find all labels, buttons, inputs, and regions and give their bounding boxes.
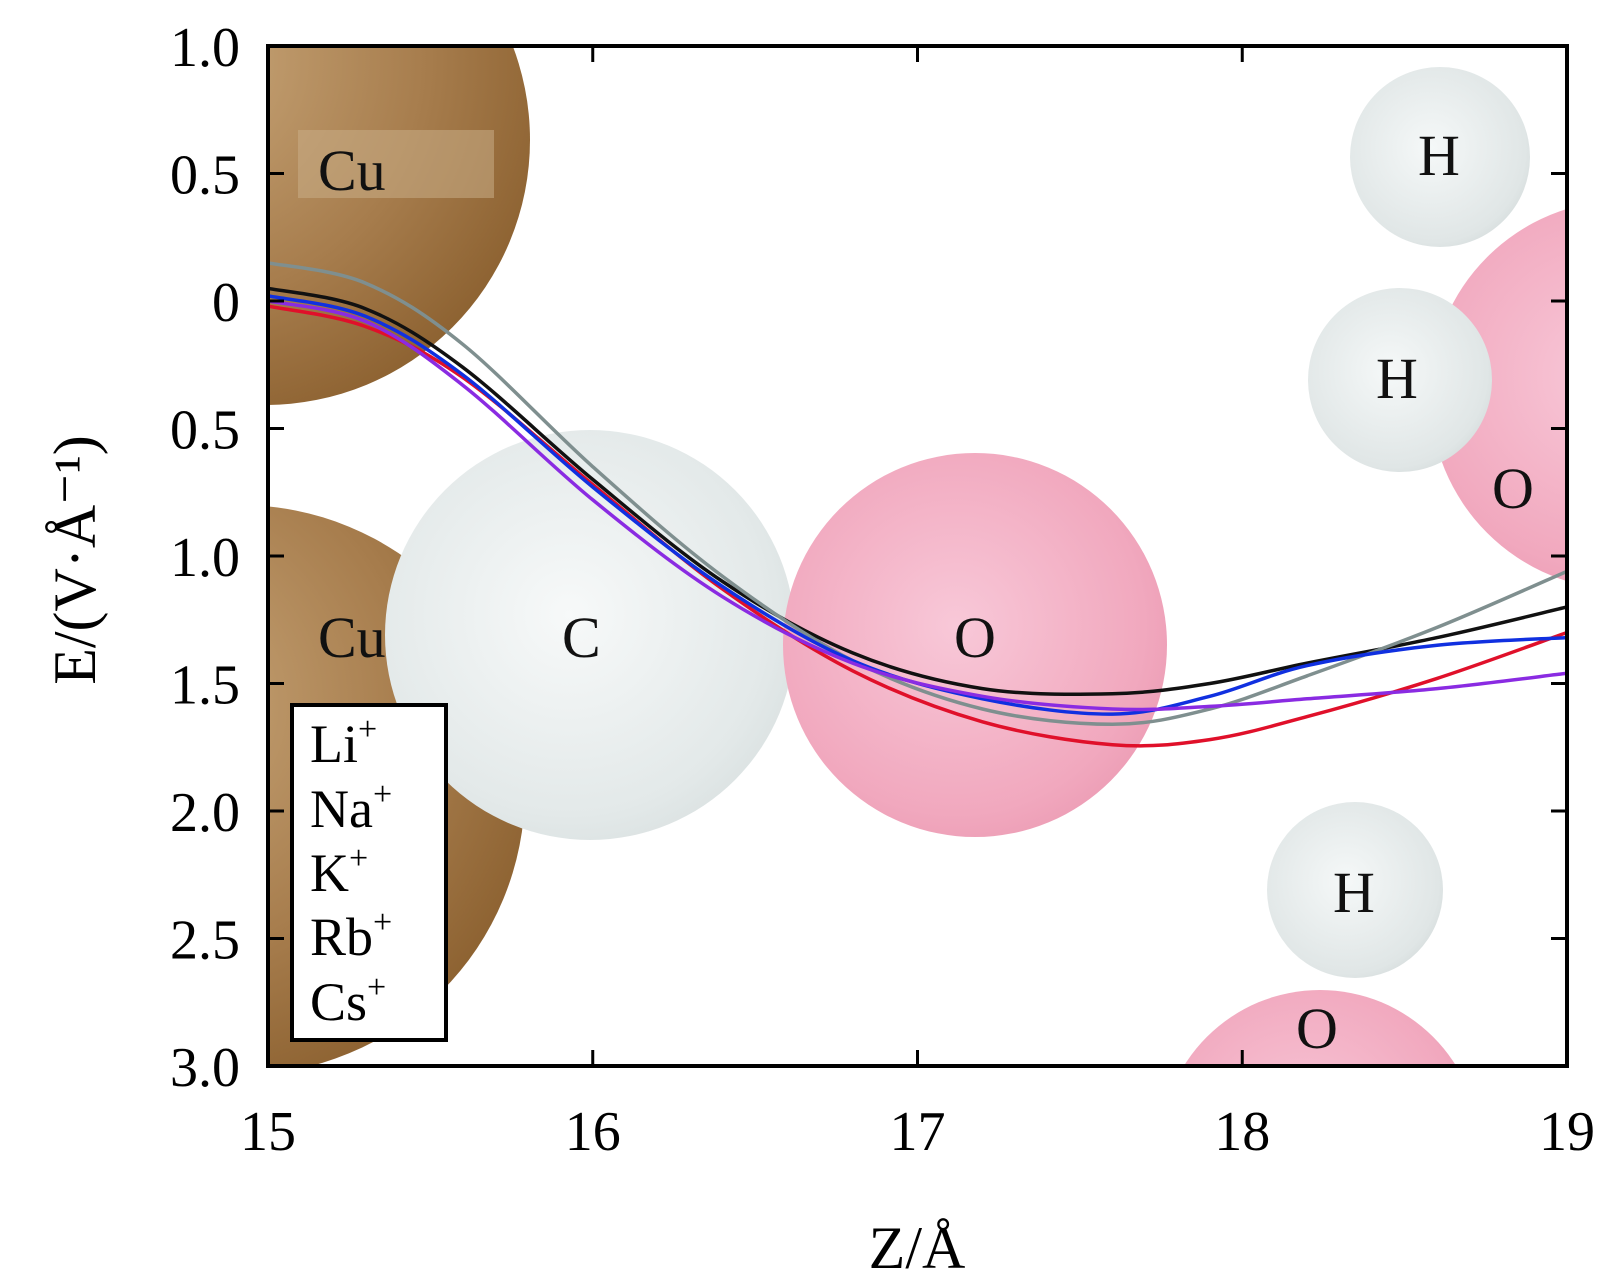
atom-label-h-top: H — [1418, 123, 1460, 188]
legend-entry-li: Li+ — [310, 711, 377, 774]
cu-atom-top — [268, 46, 530, 405]
series-line-cs — [268, 299, 1567, 712]
atom-label-o-right: O — [1492, 456, 1534, 521]
legend-entry-k: K+ — [310, 840, 368, 903]
y-axis-title: E/(V·Å⁻¹) — [42, 435, 108, 685]
y-tick-label: 1.0 — [170, 17, 240, 79]
hydrogen-atom-middle — [1308, 288, 1492, 472]
legend-entry-cs: Cs+ — [310, 969, 386, 1032]
carbon-atom — [385, 430, 795, 840]
y-tick-label: 0 — [212, 272, 240, 334]
y-tick-label: 3.0 — [170, 1037, 240, 1099]
x-tick-label: 18 — [1214, 1101, 1270, 1163]
y-tick-label: 0.5 — [170, 145, 240, 207]
ticks-layer: 15 16 17 18 19 1.0 0.5 0 0.5 1.0 1.5 2.0 2.5 3.0 — [170, 17, 1595, 1163]
atom-label-cu-top: Cu — [318, 138, 386, 203]
series-layer — [268, 261, 1567, 748]
x-tick-label: 17 — [890, 1101, 946, 1163]
y-tick-label: 1.0 — [170, 527, 240, 589]
y-tick-label: 1.5 — [170, 655, 240, 717]
series-line-na — [268, 286, 1567, 697]
atom-label-h-middle: H — [1376, 346, 1418, 411]
atom-labels: Cu Cu C O H H O H O — [318, 123, 1534, 1061]
hydrogen-atom-bottom — [1267, 802, 1443, 978]
legend-entry-na: Na+ — [310, 776, 392, 839]
atom-label-c: C — [562, 605, 601, 670]
oxygen-atom-right — [1430, 208, 1567, 582]
atom-label-cu-bottom: Cu — [318, 605, 386, 670]
x-axis-title: Z/Å — [869, 1215, 966, 1278]
oxygen-atom-bottom — [1183, 990, 1457, 1066]
y-tick-label: 2.0 — [170, 782, 240, 844]
atom-label-o-bottom: O — [1296, 996, 1338, 1061]
x-tick-label: 15 — [240, 1101, 296, 1163]
atom-label-h-bottom: H — [1333, 860, 1375, 925]
y-tick-label: 2.5 — [170, 910, 240, 972]
x-tick-label: 16 — [565, 1101, 621, 1163]
legend: Li+ Na+ K+ Rb+ Cs+ — [290, 703, 448, 1042]
atom-label-o-center: O — [954, 605, 996, 670]
legend-entry-rb: Rb+ — [310, 904, 392, 967]
legend-box — [290, 703, 448, 1042]
series-line-li — [268, 304, 1567, 748]
x-tick-label: 19 — [1539, 1101, 1595, 1163]
cu-label-bg — [298, 130, 494, 198]
hydrogen-atom-top — [1350, 67, 1530, 247]
y-tick-label: 0.5 — [170, 400, 240, 462]
